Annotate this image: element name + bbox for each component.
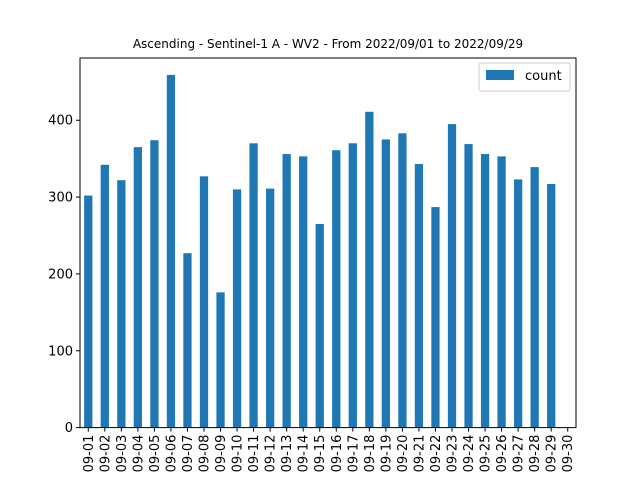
x-tick-label: 09-13: [280, 435, 295, 473]
bar-09-12: [266, 188, 275, 428]
x-tick-label: 09-15: [313, 435, 328, 473]
bar-09-27: [514, 179, 523, 428]
x-tick-label: 09-01: [82, 435, 97, 473]
x-tick-label: 09-06: [164, 435, 179, 473]
bars-group: [84, 74, 556, 428]
bar-09-18: [365, 111, 374, 428]
x-tick-label: 09-08: [198, 435, 213, 473]
bar-09-04: [133, 147, 142, 428]
y-tick-label: 100: [48, 344, 73, 359]
x-tick-label: 09-27: [512, 435, 527, 473]
bar-09-29: [547, 184, 556, 428]
x-tick-label: 09-28: [528, 435, 543, 473]
x-tick-label: 09-17: [346, 435, 361, 473]
bar-09-20: [398, 133, 407, 428]
x-tick-label: 09-24: [462, 435, 477, 473]
x-tick-label: 09-03: [115, 435, 130, 473]
plot-frame: [79, 57, 577, 429]
bar-09-24: [464, 144, 473, 428]
bar-09-03: [117, 180, 126, 428]
bar-09-05: [150, 140, 159, 428]
bar-09-02: [100, 164, 109, 428]
bar-09-19: [381, 139, 390, 428]
x-tick-label: 09-04: [131, 435, 146, 473]
bar-09-28: [530, 167, 539, 428]
bar-09-07: [183, 253, 192, 428]
x-tick-label: 09-10: [231, 435, 246, 473]
bar-09-06: [166, 74, 176, 428]
x-axis: 09-01 09-02 09-03 09-04 09-05 09-06 09-07 09-08…: [82, 427, 576, 473]
x-tick-label: 09-02: [98, 435, 113, 473]
y-tick-label: 200: [48, 267, 73, 282]
bar-09-22: [431, 207, 440, 428]
bar-09-26: [497, 156, 506, 428]
x-tick-label: 09-30: [561, 435, 576, 473]
y-tick-label: 0: [65, 421, 73, 436]
x-tick-label: 09-11: [247, 435, 262, 473]
legend-swatch: [486, 70, 514, 80]
bar-09-01: [84, 195, 93, 428]
x-tick-label: 09-19: [379, 435, 394, 473]
bar-09-11: [249, 143, 258, 428]
x-tick-label: 09-14: [297, 435, 312, 473]
x-tick-label: 09-26: [495, 435, 510, 473]
x-tick-label: 09-29: [545, 435, 560, 473]
bar-09-25: [480, 154, 490, 428]
x-tick-label: 09-05: [148, 435, 163, 473]
x-tick-label: 09-25: [479, 435, 494, 473]
x-tick-label: 09-22: [429, 435, 444, 473]
x-tick-label: 09-09: [214, 435, 229, 473]
bar-09-23: [447, 124, 457, 428]
x-tick-label: 09-16: [330, 435, 345, 473]
bar-09-16: [332, 150, 341, 428]
legend: count: [478, 62, 571, 92]
bar-09-15: [315, 223, 324, 428]
legend-label: count: [525, 69, 562, 84]
bar-09-13: [282, 154, 291, 428]
y-axis: 0 100 200 300 400: [48, 114, 80, 436]
x-tick-label: 09-20: [396, 435, 411, 473]
y-tick-label: 300: [48, 191, 73, 206]
y-tick-label: 400: [48, 114, 73, 129]
x-tick-label: 09-21: [412, 435, 427, 473]
bar-09-17: [348, 143, 357, 428]
bar-09-09: [216, 292, 225, 428]
bar-09-10: [232, 189, 242, 428]
chart-title: Ascending - Sentinel-1 A - WV2 - From 20…: [133, 37, 523, 51]
x-tick-label: 09-23: [446, 435, 461, 473]
bar-09-08: [199, 176, 209, 428]
x-tick-label: 09-18: [363, 435, 378, 473]
x-tick-label: 09-12: [264, 435, 279, 473]
x-tick-label: 09-07: [181, 435, 196, 473]
bar-09-21: [414, 164, 424, 428]
bar-09-14: [299, 156, 308, 428]
